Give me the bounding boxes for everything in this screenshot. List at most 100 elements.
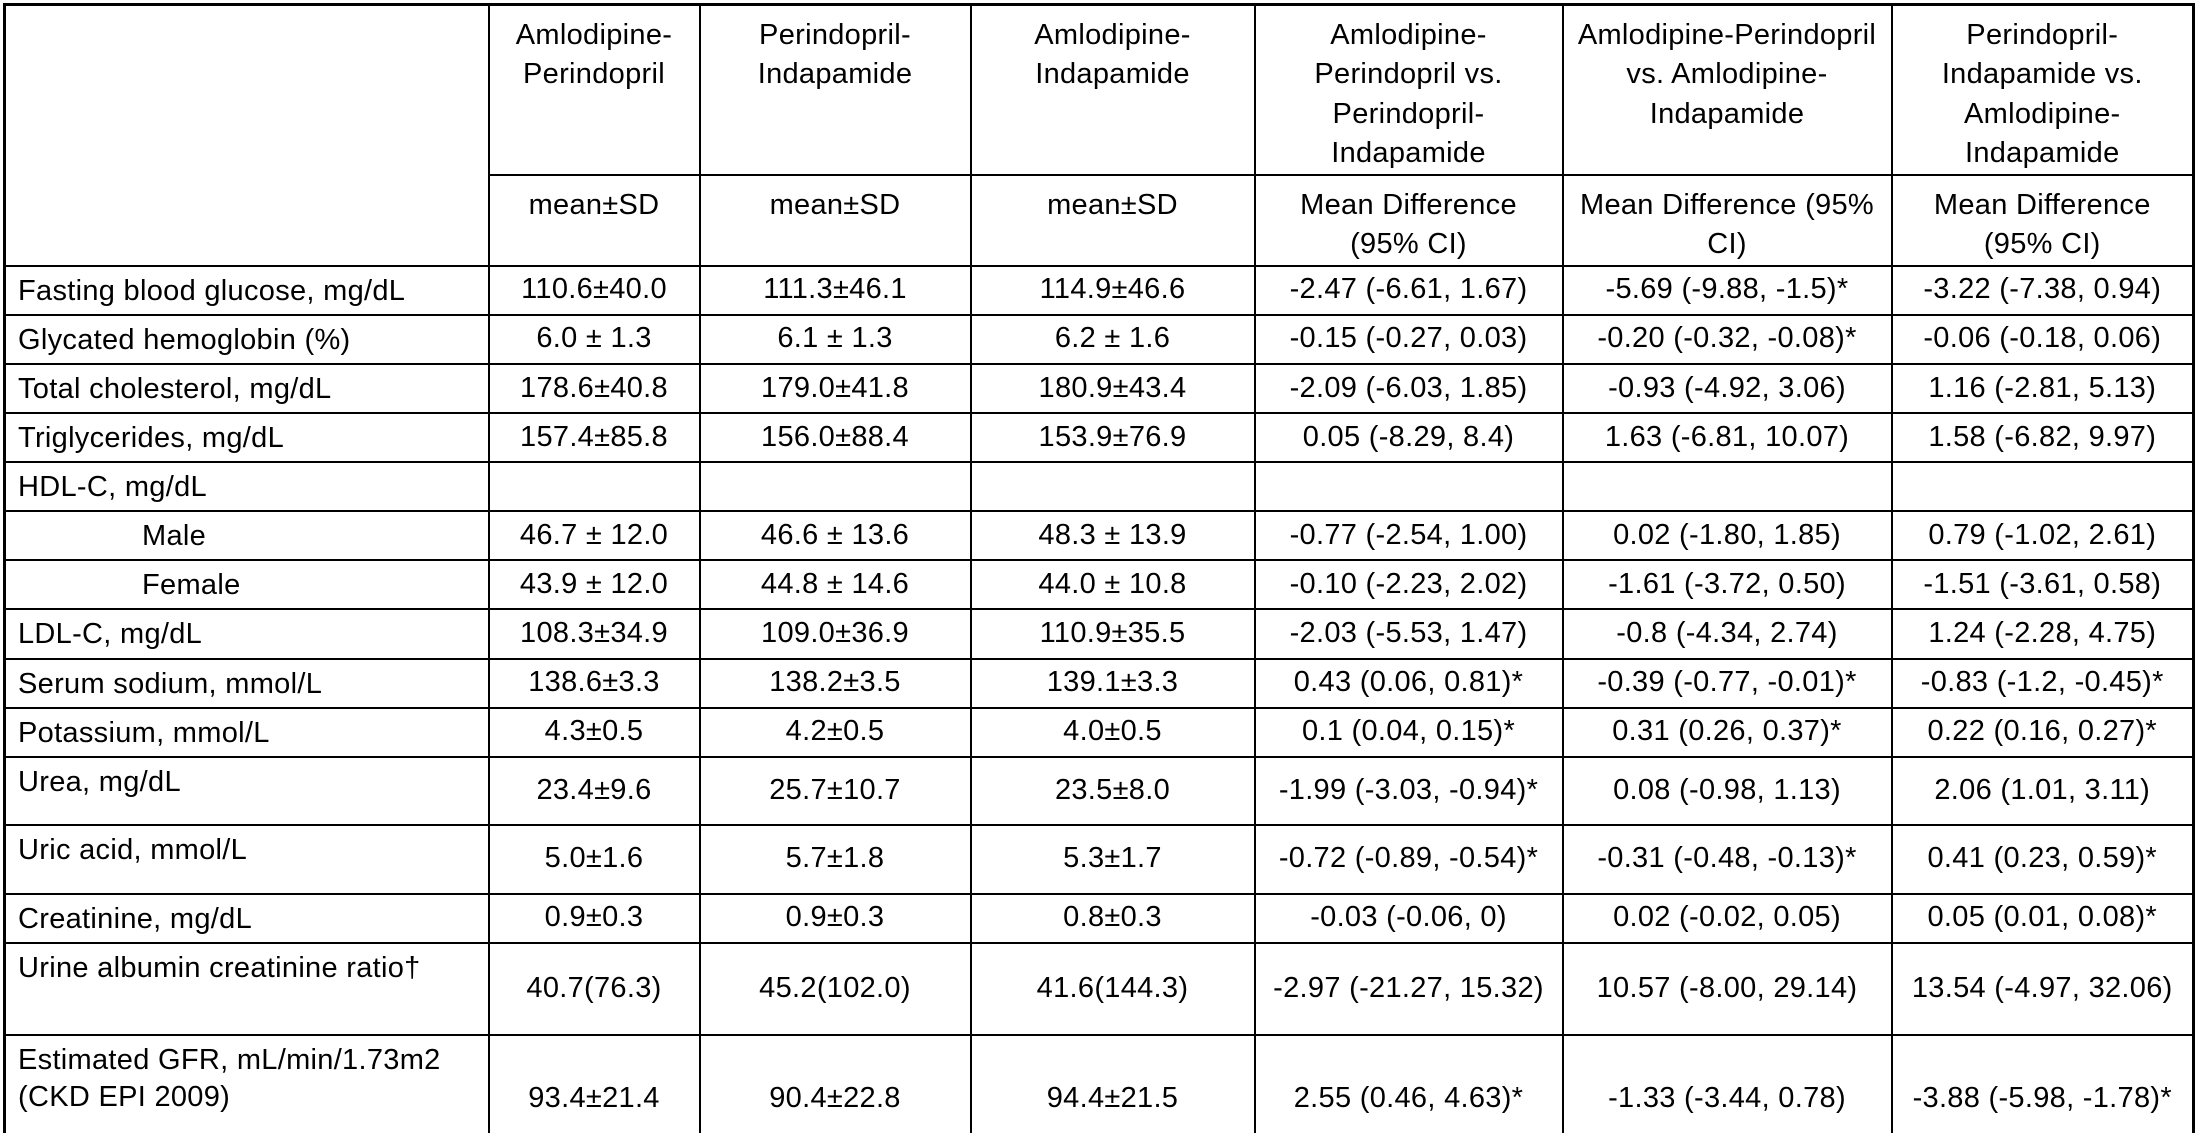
table-row: Female 43.9 ± 12.0 44.8 ± 14.6 44.0 ± 10.8-… — [3, 559, 2195, 611]
value-cell — [1561, 461, 1893, 513]
value-cell: 13.54 (-4.97, 32.06) — [1890, 941, 2195, 1036]
value-cell: -0.06 (-0.18, 0.06) — [1890, 313, 2195, 365]
row-label-cell: Uric acid, mmol/L — [3, 823, 490, 895]
value-cell — [1890, 461, 2195, 513]
value-cell: 0.08 (-0.98, 1.13) — [1561, 755, 1893, 826]
value-cell: -2.09 (-6.03, 1.85) — [1253, 362, 1564, 414]
value-cell: 0.9±0.3 — [698, 892, 972, 944]
value-cell: 46.7 ± 12.0 — [487, 510, 701, 562]
row-label-cell: Male — [3, 510, 490, 562]
table-row: HDL-C, mg/dL — [3, 461, 2195, 513]
value-cell: -1.51 (-3.61, 0.58) — [1890, 559, 2195, 611]
value-cell: 4.0±0.5 — [969, 706, 1256, 758]
value-cell: 5.0±1.6 — [487, 823, 701, 895]
row-label-cell: Creatinine, mg/dL — [3, 892, 490, 944]
value-cell: 41.6(144.3) — [969, 941, 1256, 1036]
measure-header-cell: mean±SD — [487, 173, 701, 267]
value-cell: 94.4±21.5 — [969, 1033, 1256, 1133]
value-cell: 44.0 ± 10.8 — [969, 559, 1256, 611]
value-cell: 139.1±3.3 — [969, 657, 1256, 709]
row-label-cell: Total cholesterol, mg/dL — [3, 362, 490, 414]
group-header-cell: Perindopril-Indapamide — [698, 3, 972, 176]
value-cell: 1.63 (-6.81, 10.07) — [1561, 411, 1893, 464]
group-header-cell: Amlodipine-Perindopril vs. Perindopril-I… — [1253, 3, 1564, 176]
measure-header-cell: Mean Difference (95% CI) — [1253, 173, 1564, 267]
value-cell: 5.7±1.8 — [698, 823, 972, 895]
row-label-cell: Serum sodium, mmol/L — [3, 657, 490, 709]
value-cell: -3.88 (-5.98, -1.78)* — [1890, 1033, 2195, 1133]
value-cell: 114.9±46.6 — [969, 264, 1256, 316]
value-cell: 5.3±1.7 — [969, 823, 1256, 895]
clinical-lab-comparison-table: Amlodipine-Perindopril Perindopril-Indap… — [3, 3, 2195, 1133]
table-row: Glycated hemoglobin (%) 6.0 ± 1.3 6.1 ± 1.… — [3, 313, 2195, 365]
value-cell: 153.9±76.9 — [969, 411, 1256, 464]
value-cell: -3.22 (-7.38, 0.94) — [1890, 264, 2195, 316]
group-header-cell: Amlodipine-Indapamide — [969, 3, 1256, 176]
value-cell: -0.39 (-0.77, -0.01)* — [1561, 657, 1893, 709]
value-cell: 1.58 (-6.82, 9.97) — [1890, 411, 2195, 464]
value-cell: -0.93 (-4.92, 3.06) — [1561, 362, 1893, 414]
table-row: Estimated GFR, mL/min/1.73m2 (CKD EPI 20… — [3, 1033, 2195, 1133]
table-row: Triglycerides, mg/dL 157.4±85.8 156.0±88.4… — [3, 411, 2195, 464]
value-cell: 0.1 (0.04, 0.15)* — [1253, 706, 1564, 758]
value-cell: -0.83 (-1.2, -0.45)* — [1890, 657, 2195, 709]
value-cell: 10.57 (-8.00, 29.14) — [1561, 941, 1893, 1036]
measure-header-cell: mean±SD — [698, 173, 972, 267]
row-label-cell: Triglycerides, mg/dL — [3, 411, 490, 464]
value-cell: 0.02 (-1.80, 1.85) — [1561, 510, 1893, 562]
value-cell: 179.0±41.8 — [698, 362, 972, 414]
value-cell: 6.0 ± 1.3 — [487, 313, 701, 365]
row-label-cell: HDL-C, mg/dL — [3, 461, 490, 513]
row-label-cell: Fasting blood glucose, mg/dL — [3, 264, 490, 316]
value-cell: -0.10 (-2.23, 2.02) — [1253, 559, 1564, 611]
value-cell: 0.8±0.3 — [969, 892, 1256, 944]
value-cell: 4.3±0.5 — [487, 706, 701, 758]
table-row: Potassium, mmol/L 4.3±0.5 4.2±0.5 4.0±0.5 0.… — [3, 706, 2195, 758]
group-header-row: Amlodipine-Perindopril Perindopril-Indap… — [3, 3, 2195, 267]
value-cell: 40.7(76.3) — [487, 941, 701, 1036]
value-cell: 110.9±35.5 — [969, 608, 1256, 660]
table-body: Fasting blood glucose, mg/dL 110.6±40.0 11… — [3, 264, 2195, 1133]
value-cell: 23.4±9.6 — [487, 755, 701, 826]
value-cell: 138.6±3.3 — [487, 657, 701, 709]
value-cell: -1.99 (-3.03, -0.94)* — [1253, 755, 1564, 826]
corner-cell — [3, 3, 490, 267]
value-cell: -0.8 (-4.34, 2.74) — [1561, 608, 1893, 660]
value-cell: 111.3±46.1 — [698, 264, 972, 316]
value-cell: -2.03 (-5.53, 1.47) — [1253, 608, 1564, 660]
table-row: Urea, mg/dL 23.4±9.6 25.7±10.7 23.5±8.0 -1.9… — [3, 755, 2195, 826]
measure-header-cell: Mean Difference (95% CI) — [1890, 173, 2195, 267]
value-cell: 48.3 ± 13.9 — [969, 510, 1256, 562]
value-cell: 138.2±3.5 — [698, 657, 972, 709]
value-cell: -0.03 (-0.06, 0) — [1253, 892, 1564, 944]
row-label-cell: Potassium, mmol/L — [3, 706, 490, 758]
table-row: Total cholesterol, mg/dL 178.6±40.8 179.0±… — [3, 362, 2195, 414]
row-label-cell: Glycated hemoglobin (%) — [3, 313, 490, 365]
value-cell: 2.06 (1.01, 3.11) — [1890, 755, 2195, 826]
value-cell: 0.31 (0.26, 0.37)* — [1561, 706, 1893, 758]
value-cell: 23.5±8.0 — [969, 755, 1256, 826]
value-cell: 0.05 (0.01, 0.08)* — [1890, 892, 2195, 944]
value-cell — [698, 461, 972, 513]
value-cell: 0.9±0.3 — [487, 892, 701, 944]
row-label-cell: Estimated GFR, mL/min/1.73m2 (CKD EPI 20… — [3, 1033, 490, 1133]
table-row: Male 46.7 ± 12.0 46.6 ± 13.6 48.3 ± 13.9 -0.… — [3, 510, 2195, 562]
row-label-cell: Urea, mg/dL — [3, 755, 490, 826]
group-header-cell: Amlodipine-Perindopril vs. Amlodipine-In… — [1561, 3, 1893, 176]
value-cell: 108.3±34.9 — [487, 608, 701, 660]
group-header-cell: Amlodipine-Perindopril — [487, 3, 701, 176]
value-cell — [1253, 461, 1564, 513]
value-cell: 46.6 ± 13.6 — [698, 510, 972, 562]
table-row: Uric acid, mmol/L 5.0±1.6 5.7±1.8 5.3±1.7 -0… — [3, 823, 2195, 895]
value-cell: 156.0±88.4 — [698, 411, 972, 464]
value-cell: 93.4±21.4 — [487, 1033, 701, 1133]
value-cell — [487, 461, 701, 513]
table-row: Creatinine, mg/dL 0.9±0.3 0.9±0.3 0.8±0.3 -0… — [3, 892, 2195, 944]
value-cell: 4.2±0.5 — [698, 706, 972, 758]
row-label-cell: Urine albumin creatinine ratio† — [3, 941, 490, 1036]
value-cell: 1.24 (-2.28, 4.75) — [1890, 608, 2195, 660]
value-cell: 0.79 (-1.02, 2.61) — [1890, 510, 2195, 562]
measure-header-row: mean±SD mean±SD mean±SD Mean Difference … — [5, 173, 2195, 267]
row-label-cell: LDL-C, mg/dL — [3, 608, 490, 660]
value-cell: 45.2(102.0) — [698, 941, 972, 1036]
